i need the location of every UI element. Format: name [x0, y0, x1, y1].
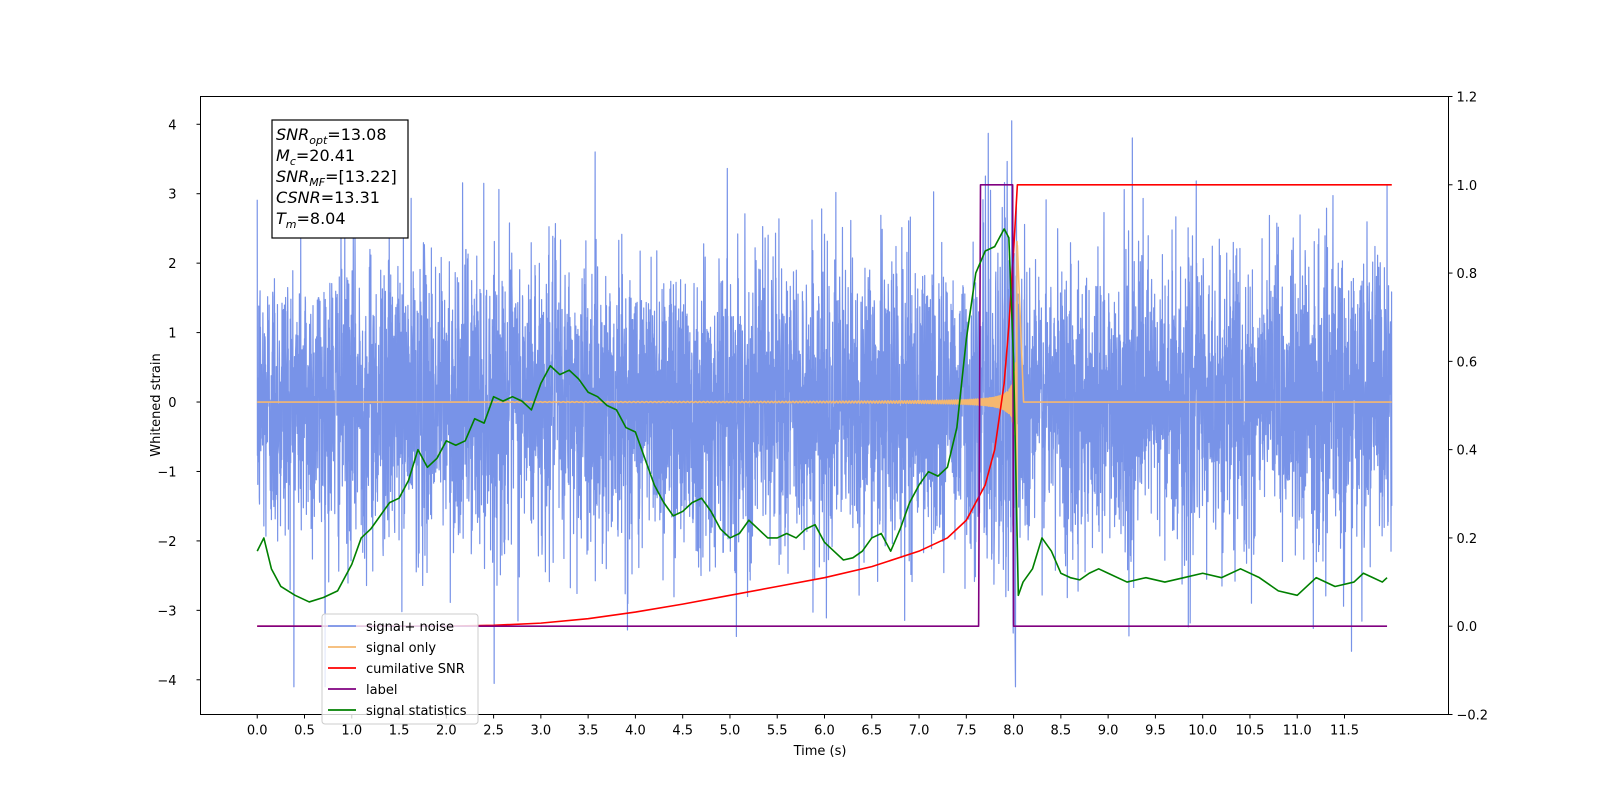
x-tick-label: 1.5	[389, 724, 410, 739]
legend-label: signal+ noise	[366, 620, 454, 635]
legend-label: signal statistics	[366, 704, 467, 719]
y2-tick-label: 0.8	[1457, 267, 1478, 282]
annotation-line: SNRMF=[13.22]	[276, 167, 397, 189]
legend-frame	[321, 613, 479, 725]
series-line-signal-noise	[256, 120, 1393, 688]
legend: signal+ noise signal only cumilative SNR la…	[321, 613, 479, 725]
x-tick-label: 6.5	[861, 724, 882, 739]
y-tick-label: 0	[168, 396, 176, 411]
stats-annotation-box: SNRopt=13.08Mc=20.41SNRMF=[13.22]CSNR=13…	[271, 119, 409, 239]
annotation-line: CSNR=13.31	[276, 188, 380, 207]
series-line-signal-only	[256, 240, 1392, 537]
x-tick-label: 9.5	[1145, 724, 1166, 739]
x-tick-label: 2.5	[483, 724, 504, 739]
annotation-line: Tm=8.04	[276, 209, 346, 231]
y-axis-left: −4 −3 −2 −1 0 1 2 3 4	[157, 118, 201, 689]
x-tick-label: 7.0	[909, 724, 930, 739]
legend-label: cumilative SNR	[366, 662, 465, 677]
y-tick-label: −1	[157, 465, 176, 480]
y2-tick-label: 0.0	[1457, 620, 1478, 635]
x-tick-label: 6.0	[814, 724, 835, 739]
legend-label: signal only	[366, 641, 436, 656]
series-line-signal-statistics	[256, 228, 1388, 603]
x-tick-label: 3.0	[531, 724, 552, 739]
y2-tick-label: 0.4	[1457, 444, 1478, 459]
y-tick-label: 1	[168, 327, 176, 342]
x-tick-label: 9.0	[1098, 724, 1119, 739]
x-tick-label: 10.0	[1188, 724, 1217, 739]
y2-tick-label: 1.0	[1457, 179, 1478, 194]
x-tick-label: 11.0	[1283, 724, 1312, 739]
y-tick-label: −3	[157, 604, 176, 619]
x-axis: 0.0 0.5 1.0 1.5 2.0 2.5 3.0 3.5 4.0 4.5 5.0 5.5 6.0 6…	[247, 714, 1359, 739]
x-tick-label: 0.5	[294, 724, 315, 739]
x-tick-label: 8.0	[1003, 724, 1024, 739]
x-axis-label: Time (s)	[793, 744, 847, 759]
x-tick-label: 10.5	[1235, 724, 1264, 739]
x-tick-label: 7.5	[956, 724, 977, 739]
plot-data-layer	[256, 120, 1393, 688]
x-tick-label: 3.5	[578, 724, 599, 739]
y-axis-right: −0.2 0.0 0.2 0.4 0.6 0.8 1.0 1.2	[1448, 91, 1489, 724]
x-tick-label: 11.5	[1330, 724, 1359, 739]
annotation-line: SNRopt=13.08	[276, 125, 387, 147]
x-tick-label: 5.0	[720, 724, 741, 739]
y-axis-label: Whitened strain	[149, 353, 164, 456]
x-tick-label: 5.5	[767, 724, 788, 739]
y-tick-label: 2	[168, 257, 176, 272]
y-tick-label: −4	[157, 674, 176, 689]
series-line-label	[257, 183, 1388, 628]
x-tick-label: 2.0	[436, 724, 457, 739]
y-tick-label: −2	[157, 535, 176, 550]
y2-tick-label: 0.2	[1457, 532, 1478, 547]
x-tick-label: 8.5	[1051, 724, 1072, 739]
y-tick-label: 4	[168, 118, 176, 133]
legend-label: label	[366, 683, 397, 698]
series-line-cumilative-snr	[257, 183, 1392, 628]
y2-tick-label: −0.2	[1457, 709, 1489, 724]
x-tick-label: 4.0	[625, 724, 646, 739]
x-tick-label: 0.0	[247, 724, 268, 739]
x-tick-label: 4.5	[672, 724, 693, 739]
y-tick-label: 3	[168, 188, 176, 203]
y2-tick-label: 0.6	[1457, 355, 1478, 370]
x-tick-label: 1.0	[341, 724, 362, 739]
annotation-frame	[271, 119, 409, 239]
annotation-line: Mc=20.41	[276, 146, 355, 168]
y2-tick-label: 1.2	[1457, 91, 1478, 106]
